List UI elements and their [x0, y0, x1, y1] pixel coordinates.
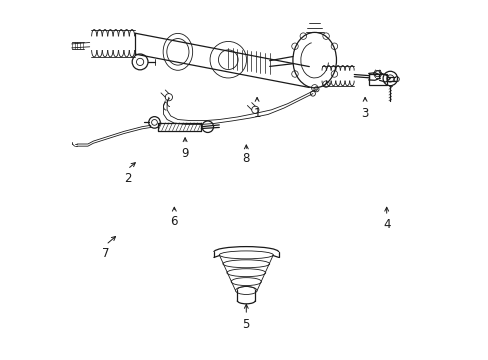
Text: 9: 9 — [181, 147, 188, 159]
Text: 3: 3 — [361, 107, 368, 120]
Text: 1: 1 — [253, 107, 260, 120]
Text: 2: 2 — [123, 172, 131, 185]
Text: 7: 7 — [102, 247, 109, 260]
Text: 5: 5 — [242, 318, 249, 330]
Text: 4: 4 — [382, 219, 389, 231]
Text: 6: 6 — [170, 215, 178, 228]
Text: 8: 8 — [242, 152, 249, 165]
